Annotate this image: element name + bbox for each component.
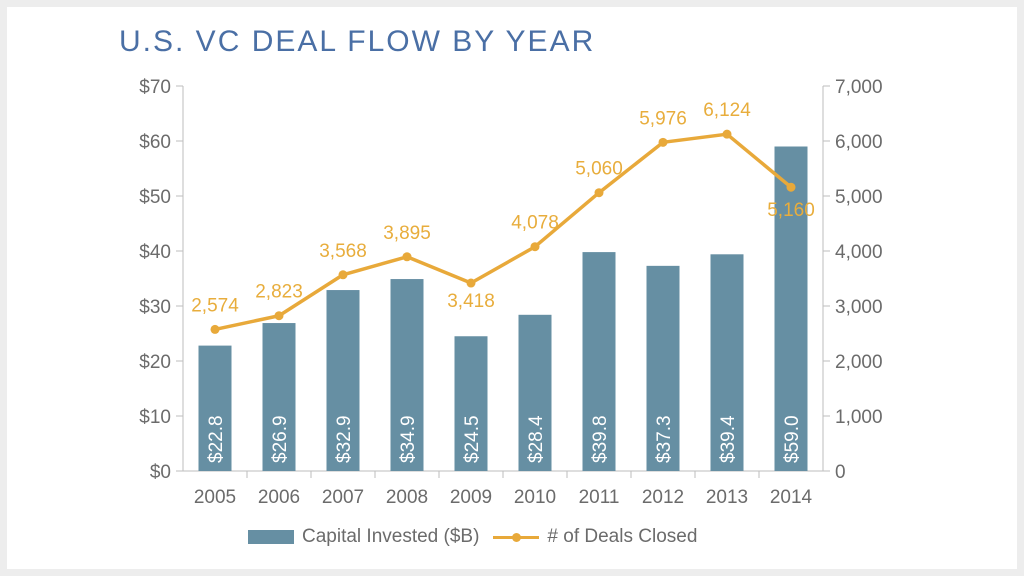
y-right-tick-label: 1,000 [835, 407, 883, 428]
y-right-tick-label: 7,000 [835, 77, 883, 98]
y-left-tick-label: $10 [139, 407, 171, 428]
bar-value-label: $37.3 [654, 415, 675, 463]
bar [646, 265, 680, 471]
deals-value-label: 5,160 [767, 200, 815, 221]
deals-point [786, 182, 796, 192]
legend-item-capital: Capital Invested ($B) [248, 526, 479, 548]
y-right-tick-label: 4,000 [835, 242, 883, 263]
deals-line [210, 129, 796, 334]
deals-value-label: 3,568 [319, 241, 367, 262]
y-left-tick-label: $70 [139, 77, 171, 98]
bar-value-label: $32.9 [334, 415, 355, 463]
y-left-tick-label: $20 [139, 352, 171, 373]
bar [518, 314, 552, 471]
bar [198, 345, 232, 471]
bar [774, 146, 808, 471]
x-tick-label: 2006 [258, 487, 300, 508]
y-left-tick-label: $40 [139, 242, 171, 263]
bar [710, 254, 744, 471]
x-tick-label: 2009 [450, 487, 492, 508]
line-labels: 2,574 2,823 3,568 3,895 3,418 4,078 5,060 5,976… [191, 100, 815, 316]
bar-value-label: $22.8 [206, 415, 227, 463]
y-left-tick-label: $50 [139, 187, 171, 208]
deals-point [722, 129, 732, 139]
axes: $0 $10 $20 $30 $40 $50 $60 $70 0 1,000 2,000 3,000 4… [139, 77, 882, 508]
legend-label-deals: # of Deals Closed [547, 526, 698, 547]
bar-value-label: $24.5 [462, 415, 483, 463]
bar-value-label: $34.9 [398, 415, 419, 463]
bar-value-label: $39.8 [590, 415, 611, 463]
deals-value-label: 2,574 [191, 295, 239, 316]
deals-point [466, 278, 476, 288]
y-right-tick-label: 2,000 [835, 352, 883, 373]
deals-value-label: 5,060 [575, 159, 623, 180]
deals-point [658, 137, 668, 147]
bar-value-label: $39.4 [718, 415, 739, 463]
x-tick-label: 2005 [194, 487, 236, 508]
bar [326, 290, 360, 471]
y-right-tick-label: 6,000 [835, 132, 883, 153]
legend-line-swatch [493, 530, 540, 544]
deals-value-label: 6,124 [703, 100, 751, 121]
legend: Capital Invested ($B) # of Deals Closed [248, 526, 697, 548]
legend-bar-swatch [248, 530, 294, 544]
bar-value-label: $26.9 [270, 415, 291, 463]
x-tick-label: 2013 [706, 487, 748, 508]
legend-item-deals: # of Deals Closed [493, 526, 697, 548]
x-tick-label: 2014 [770, 487, 813, 508]
deals-point [210, 324, 220, 334]
deals-point [338, 270, 348, 280]
bar-labels: $22.8 $26.9 $32.9 $34.9 $24.5 $28.4 $39.8 $37.3… [206, 415, 803, 463]
deals-point [274, 311, 284, 321]
y-right-tick-label: 3,000 [835, 297, 883, 318]
deals-point [402, 252, 412, 262]
bar [454, 336, 488, 471]
deals-value-label: 3,895 [383, 223, 431, 244]
y-left-tick-label: $60 [139, 132, 171, 153]
x-tick-label: 2008 [386, 487, 428, 508]
y-right-tick-label: 0 [835, 462, 846, 483]
x-tick-label: 2011 [579, 487, 620, 508]
x-tick-label: 2012 [642, 487, 684, 508]
deals-point [530, 242, 540, 252]
deals-value-label: 2,823 [255, 282, 303, 303]
chart-title: U.S. VC DEAL FLOW BY YEAR [119, 25, 596, 58]
x-tick-label: 2010 [514, 487, 556, 508]
slide: U.S. VC DEAL FLOW BY YEAR [7, 7, 1017, 569]
y-left-tick-label: $30 [139, 297, 171, 318]
y-left-tick-label: $0 [150, 462, 171, 483]
bars [198, 146, 808, 471]
deals-value-label: 4,078 [511, 213, 559, 234]
deals-point [594, 188, 604, 198]
x-tick-label: 2007 [322, 487, 364, 508]
bar [262, 323, 296, 471]
bar-value-label: $28.4 [526, 415, 547, 463]
deals-series-line [214, 132, 793, 332]
deals-value-label: 5,976 [639, 108, 687, 129]
deals-value-label: 3,418 [447, 291, 495, 312]
y-right-tick-label: 5,000 [835, 187, 883, 208]
bar-value-label: $59.0 [782, 415, 803, 463]
bar [582, 252, 616, 471]
legend-label-capital: Capital Invested ($B) [302, 526, 480, 547]
bar [390, 279, 424, 471]
